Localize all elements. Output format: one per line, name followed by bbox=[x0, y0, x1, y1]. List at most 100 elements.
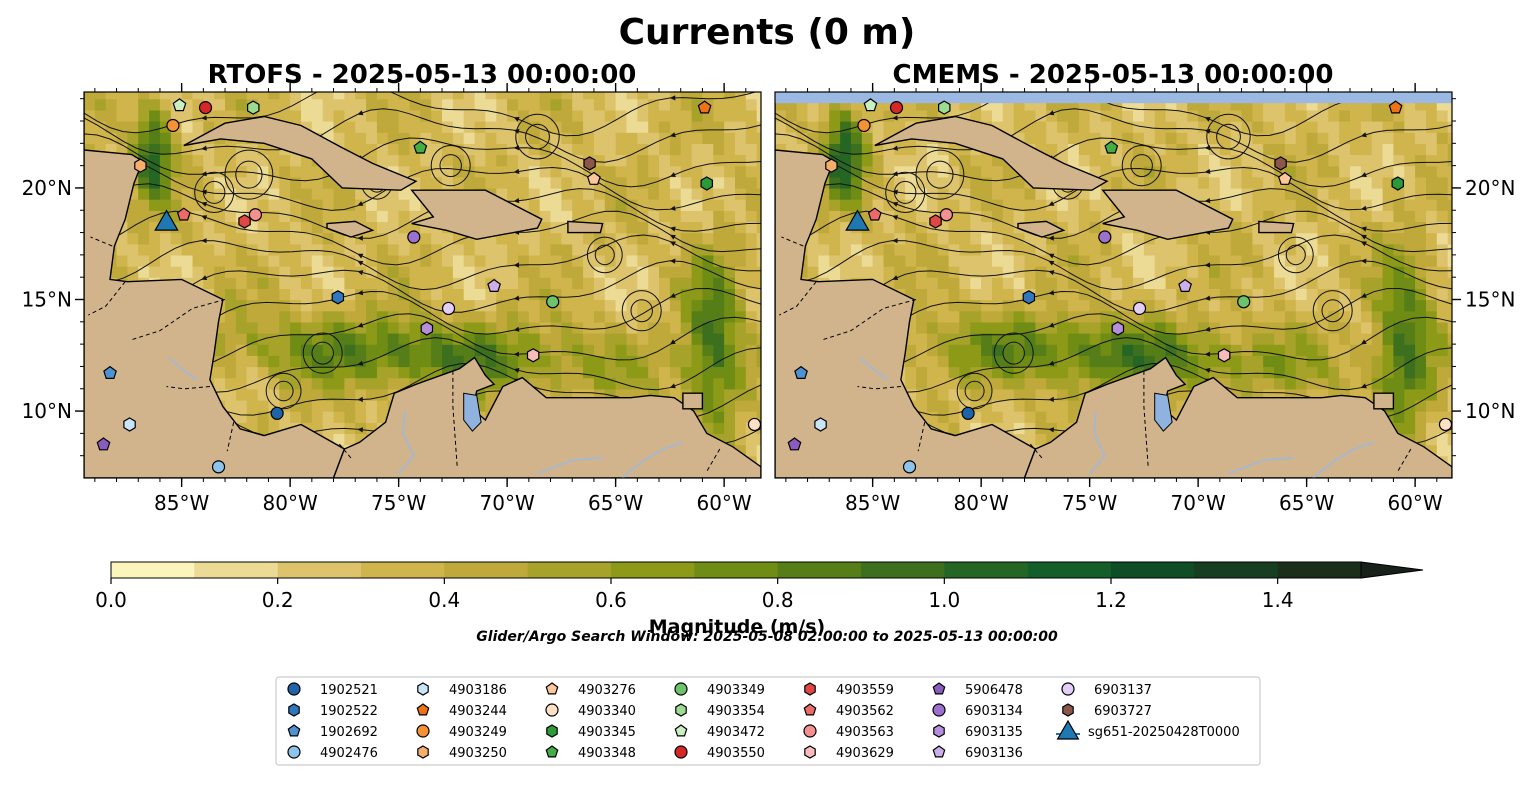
float-markers bbox=[787, 98, 1452, 474]
legend-label: 6903137 bbox=[1094, 683, 1152, 698]
map-panel-cmems: CMEMS - 2025-05-13 00:00:00 85°W 80°W 75°W… bbox=[774, 60, 1515, 515]
x-tick-label: 70°W bbox=[480, 491, 535, 515]
legend-marker bbox=[287, 745, 301, 759]
x-tick-label: 75°W bbox=[1062, 491, 1117, 515]
y-tick-label: 20°N bbox=[22, 176, 72, 200]
legend-marker bbox=[287, 682, 301, 696]
colorbar-tick-label: 0.8 bbox=[762, 588, 794, 612]
legend-label: 4903276 bbox=[578, 683, 636, 698]
panel-title-rtofs: RTOFS - 2025-05-13 00:00:00 bbox=[208, 60, 637, 90]
colorbar-segment bbox=[444, 562, 529, 578]
colorbar-tick-label: 0.2 bbox=[262, 588, 294, 612]
marker-6903727 bbox=[583, 156, 596, 171]
axis-ticks-rtofs: 85°W 80°W 75°W 70°W 65°W 60°W 10°N 15°N 20°N bbox=[22, 83, 752, 515]
lake-maracaibo bbox=[1154, 392, 1173, 432]
marker-4903472 bbox=[172, 98, 187, 112]
map-frame-rtofs bbox=[83, 91, 762, 479]
missing-data-band bbox=[775, 92, 1452, 104]
map-area-rtofs bbox=[84, 92, 761, 478]
marker-4903349 bbox=[1237, 295, 1251, 309]
legend-label: 4903186 bbox=[449, 683, 507, 698]
marker-4903354 bbox=[247, 100, 260, 115]
colorbar-segment bbox=[361, 562, 445, 578]
legend-label: 4903472 bbox=[707, 725, 765, 740]
legend-marker bbox=[545, 745, 559, 758]
colorbar-segment bbox=[861, 562, 945, 578]
marker-6903136 bbox=[487, 278, 502, 292]
colorbar-tick-label: 0.6 bbox=[595, 588, 627, 612]
marker-5906478 bbox=[787, 437, 802, 451]
marker-4903559 bbox=[238, 214, 251, 229]
marker-sg651-20250428T0000 bbox=[845, 209, 870, 231]
colorbar-label: Magnitude (m/s) bbox=[649, 616, 826, 638]
legend-label: 6903727 bbox=[1094, 704, 1152, 719]
legend-label: 1902522 bbox=[320, 704, 378, 719]
marker-6903135 bbox=[420, 321, 434, 336]
colorbar-tick-label: 1.0 bbox=[928, 588, 960, 612]
marker-1902522 bbox=[1022, 290, 1036, 305]
marker-6903134 bbox=[1098, 230, 1112, 244]
map-panel-rtofs: RTOFS - 2025-05-13 00:00:00 85°W 80°W 75°W… bbox=[22, 60, 762, 515]
legend-marker bbox=[1056, 719, 1080, 740]
borders bbox=[779, 236, 1412, 472]
legend-label: 5906478 bbox=[965, 683, 1023, 698]
legend-marker bbox=[932, 682, 946, 695]
legend-label: sg651-20250428T0000 bbox=[1088, 725, 1240, 740]
borders bbox=[88, 236, 721, 472]
marker-4903629 bbox=[526, 348, 540, 363]
marker-4903340 bbox=[747, 417, 761, 432]
marker-4903186 bbox=[123, 417, 136, 432]
marker-6903136 bbox=[1178, 278, 1193, 292]
legend-marker bbox=[1061, 682, 1075, 696]
colorbar-segment bbox=[194, 562, 279, 578]
rivers bbox=[858, 356, 1375, 478]
legend-marker bbox=[674, 745, 688, 759]
axis-ticks-cmems: 85°W 80°W 75°W 70°W 65°W 60°W 10°N 15°N 20°N bbox=[785, 83, 1515, 515]
search-window-text: Glider/Argo Search Window: 2025-05-08 02… bbox=[476, 629, 1058, 645]
legend-label: 6903136 bbox=[965, 746, 1023, 761]
colorbar-segment bbox=[1111, 562, 1195, 578]
marker-4903244 bbox=[697, 100, 712, 114]
legend-marker bbox=[675, 703, 687, 717]
marker-4903249 bbox=[166, 118, 180, 133]
marker-1902692 bbox=[794, 365, 808, 379]
legend-marker bbox=[416, 724, 430, 738]
legend-label: 4903249 bbox=[449, 725, 507, 740]
colorbar-segment bbox=[694, 562, 779, 578]
legend-label: 4903354 bbox=[707, 704, 765, 719]
marker-6903727 bbox=[1274, 156, 1287, 171]
legend-label: 6903135 bbox=[965, 725, 1023, 740]
colorbar-tick-label: 0.0 bbox=[95, 588, 127, 612]
y-tick-label: 20°N bbox=[1465, 176, 1515, 200]
float-markers bbox=[96, 98, 761, 474]
colorbar-segment bbox=[944, 562, 1029, 578]
legend-marker bbox=[804, 745, 816, 759]
colorbar-segment bbox=[527, 562, 612, 578]
legend: 1902521 1902522 1902692 4902476 4903186 49032… bbox=[275, 676, 1261, 766]
marker-4903550 bbox=[889, 101, 904, 115]
marker-4903562 bbox=[176, 207, 191, 221]
colorbar-frame bbox=[110, 561, 1362, 579]
y-tick-label: 15°N bbox=[22, 288, 72, 312]
x-tick-label: 65°W bbox=[1279, 491, 1334, 515]
marker-6903137 bbox=[441, 301, 456, 316]
legend-label: 1902521 bbox=[320, 683, 378, 698]
legend-label: 4903562 bbox=[836, 704, 894, 719]
legend-marker bbox=[932, 745, 946, 758]
marker-4903250 bbox=[825, 158, 838, 173]
x-tick-label: 85°W bbox=[845, 491, 900, 515]
legend-marker bbox=[803, 724, 817, 738]
marker-4902476 bbox=[902, 460, 917, 474]
marker-5906478 bbox=[96, 437, 111, 451]
legend-label: 4903345 bbox=[578, 725, 636, 740]
marker-4903345 bbox=[700, 176, 714, 191]
legend-marker bbox=[545, 682, 559, 695]
marker-4903345 bbox=[1391, 176, 1405, 191]
marker-4903354 bbox=[937, 100, 951, 115]
legend-label: 4903559 bbox=[836, 683, 894, 698]
marker-4903276 bbox=[1277, 171, 1292, 185]
marker-1902692 bbox=[103, 365, 117, 379]
legend-marker bbox=[546, 724, 558, 738]
legend-marker bbox=[288, 703, 300, 717]
